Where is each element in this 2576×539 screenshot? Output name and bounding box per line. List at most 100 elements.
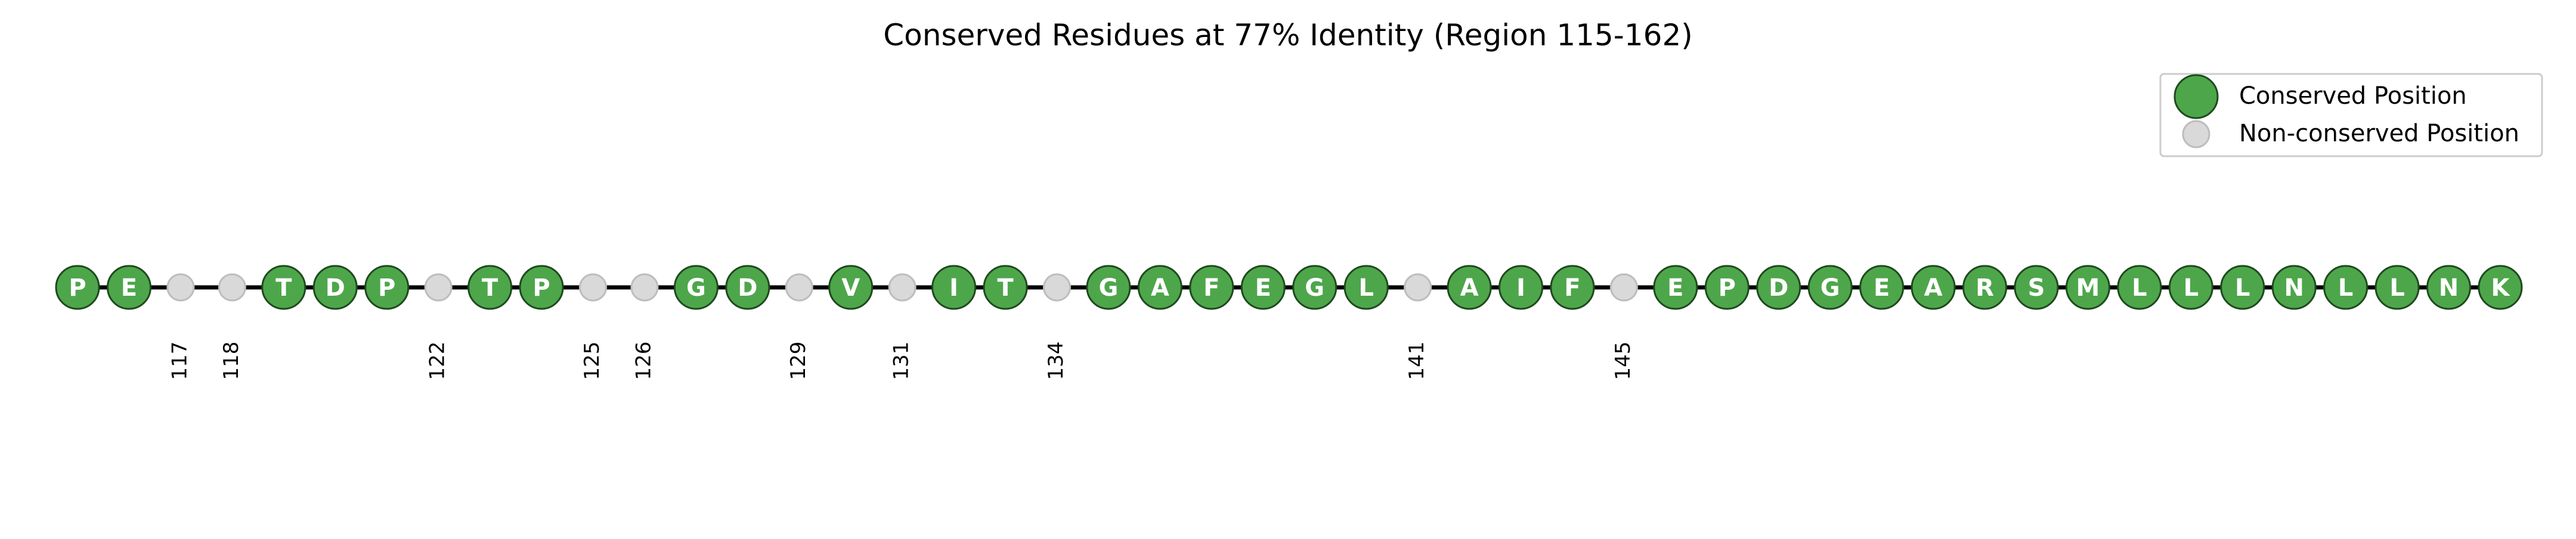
residue-letter: I [949, 274, 958, 302]
residue-letter: F [1564, 274, 1580, 302]
position-number-label: 126 [631, 342, 655, 380]
conserved-position-marker [1086, 265, 1131, 310]
position-number-label: 122 [426, 342, 450, 380]
position-number-label: 117 [168, 342, 191, 380]
legend-conserved-label: Conserved Position [2239, 82, 2467, 110]
legend-frame [2159, 73, 2543, 157]
residue-letter: L [2184, 274, 2199, 302]
conserved-position-marker [55, 265, 100, 310]
conserved-position-marker [261, 265, 306, 310]
nonconserved-position-marker [888, 273, 917, 302]
residue-letter: G [1099, 274, 1119, 302]
conserved-position-marker [2426, 265, 2472, 310]
nonconserved-position-marker [578, 273, 607, 302]
nonconserved-position-marker [785, 273, 813, 302]
residue-letter: M [2076, 274, 2100, 302]
conserved-position-marker [1962, 265, 2008, 310]
residue-letter: G [1820, 274, 1840, 302]
residue-letter: L [2235, 274, 2250, 302]
conserved-position-marker [1498, 265, 1544, 310]
conserved-position-marker [1343, 265, 1389, 310]
residue-letter: S [2028, 274, 2045, 302]
residue-letter: E [1255, 274, 1271, 302]
position-number-label: 118 [219, 342, 243, 380]
position-number-label: 141 [1405, 342, 1429, 380]
position-number-label: 134 [1044, 342, 1068, 380]
conserved-position-marker [828, 265, 874, 310]
conserved-position-marker [2014, 265, 2059, 310]
nonconserved-position-marker [630, 273, 659, 302]
conserved-position-marker [1653, 265, 1698, 310]
residue-letter: P [1719, 274, 1736, 302]
conserved-position-marker [1859, 265, 1905, 310]
residue-letter: E [1667, 274, 1683, 302]
conserved-position-marker [1550, 265, 1595, 310]
residue-letter: D [326, 274, 345, 302]
conserved-position-marker [1447, 265, 1492, 310]
conserved-position-marker [983, 265, 1028, 310]
conserved-position-marker [1807, 265, 1853, 310]
conserved-position-marker [1137, 265, 1182, 310]
conserved-position-marker [364, 265, 410, 310]
nonconserved-position-marker [1042, 273, 1071, 302]
conserved-position-marker [2117, 265, 2162, 310]
residue-letter: T [482, 274, 499, 302]
conserved-position-marker [2478, 265, 2523, 310]
residue-letter: V [841, 274, 860, 302]
nonconserved-position-marker [424, 273, 453, 302]
residue-letter: L [1358, 274, 1374, 302]
conserved-position-marker [2168, 265, 2213, 310]
residue-letter: D [1769, 274, 1788, 302]
residue-letter: P [378, 274, 395, 302]
legend-conserved-marker [2174, 74, 2219, 119]
nonconserved-position-marker [166, 273, 195, 302]
legend-nonconserved-label: Non-conserved Position [2239, 120, 2519, 147]
conserved-position-marker [312, 265, 358, 310]
nonconserved-position-marker [1609, 273, 1638, 302]
conserved-position-marker [2271, 265, 2317, 310]
conserved-position-marker [931, 265, 977, 310]
residue-letter: D [738, 274, 757, 302]
conserved-position-marker [2323, 265, 2368, 310]
conserved-position-marker [1911, 265, 1956, 310]
legend-nonconserved-marker [2182, 120, 2210, 148]
conserved-position-marker [1189, 265, 1234, 310]
nonconserved-position-marker [1404, 273, 1432, 302]
conserved-position-marker [2065, 265, 2110, 310]
residue-letter: P [69, 274, 86, 302]
residue-letter: G [686, 274, 706, 302]
conserved-position-marker [725, 265, 770, 310]
conserved-position-marker [673, 265, 719, 310]
chart-title: Conserved Residues at 77% Identity (Regi… [883, 18, 1693, 52]
residue-letter: A [1924, 274, 1943, 302]
position-marks: P E 117 118 T D P 122 T P 125 126 G D 129 V 131 I T 134 G A F E… [55, 265, 2523, 380]
residue-letter: I [1516, 274, 1525, 302]
residue-letter: L [2338, 274, 2354, 302]
residue-letter: E [1874, 274, 1890, 302]
residue-letter: L [2389, 274, 2405, 302]
residue-letter: T [275, 274, 292, 302]
residue-letter: P [532, 274, 550, 302]
residue-letter: T [997, 274, 1014, 302]
conserved-position-marker [1704, 265, 1750, 310]
conserved-position-marker [467, 265, 513, 310]
conserved-position-marker [2220, 265, 2265, 310]
residue-letter: N [2284, 274, 2303, 302]
position-number-label: 131 [890, 342, 914, 380]
legend: Conserved Position Non-conserved Positio… [2159, 73, 2543, 157]
conserved-position-marker [1240, 265, 1286, 310]
residue-letter: G [1305, 274, 1324, 302]
residue-letter: N [2439, 274, 2459, 302]
conserved-position-marker [519, 265, 564, 310]
residue-letter: R [1976, 274, 1994, 302]
position-number-label: 145 [1611, 342, 1635, 380]
residue-letter: E [121, 274, 137, 302]
position-number-label: 129 [787, 342, 810, 380]
nonconserved-position-marker [218, 273, 246, 302]
conserved-position-marker [1756, 265, 1801, 310]
residue-letter: K [2491, 274, 2511, 302]
conserved-position-marker [2374, 265, 2420, 310]
residue-letter: F [1203, 274, 1219, 302]
position-number-label: 125 [580, 342, 604, 380]
